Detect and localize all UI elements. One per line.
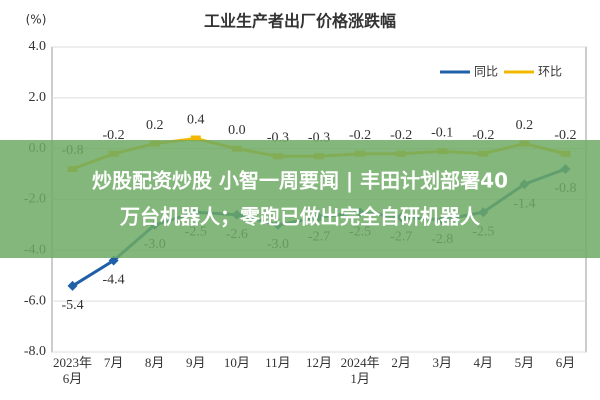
x-tick-label: 9月	[186, 355, 206, 370]
banner-text: 万台机器人；零跑已做出完全自研机器人	[119, 205, 481, 229]
data-label: -0.2	[554, 128, 576, 143]
y-tick-label: -6.0	[24, 293, 46, 308]
x-tick-label: 5月	[515, 355, 535, 370]
banner-text: 炒股配资炒股 小智一周要闻 | 丰田计划部署40	[92, 169, 508, 193]
y-tick-label: -8.0	[24, 344, 46, 359]
data-label: -0.2	[390, 128, 412, 143]
data-label: 0.2	[516, 118, 534, 133]
x-tick-label: 2024年 1月	[341, 355, 380, 386]
x-tick-label: 11月	[265, 355, 291, 370]
chart-title: 工业生产者出厂价格涨跌幅	[204, 12, 396, 31]
legend-label: 同比	[474, 65, 498, 79]
x-tick-label: 10月	[224, 355, 250, 370]
data-label: -5.4	[61, 298, 83, 313]
data-label: -0.2	[349, 128, 371, 143]
y-tick-label: 4.0	[29, 39, 47, 54]
data-label: -0.2	[103, 128, 125, 143]
overlay: 炒股配资炒股 小智一周要闻 | 丰田计划部署40 万台机器人；零跑已做出完全自研…	[0, 140, 600, 258]
data-point	[67, 280, 78, 291]
data-label: -0.2	[472, 128, 494, 143]
y-axis-label: (%)	[26, 13, 47, 27]
x-tick-label: 3月	[432, 355, 452, 370]
x-tick-label: 2023年 6月	[53, 355, 92, 386]
y-tick-label: 2.0	[29, 90, 47, 105]
data-label: -0.1	[431, 125, 453, 140]
banner	[0, 140, 600, 258]
x-tick-label: 12月	[306, 355, 332, 370]
data-label: 0.4	[187, 113, 205, 128]
x-tick-label: 6月	[556, 355, 576, 370]
x-tick-label: 8月	[145, 355, 165, 370]
data-label: -4.4	[103, 273, 125, 288]
data-point	[190, 135, 201, 142]
x-tick-label: 2月	[391, 355, 411, 370]
data-label: 0.2	[146, 118, 164, 133]
x-tick-label: 4月	[474, 355, 494, 370]
data-label: 0.0	[228, 123, 246, 138]
legend-label: 环比	[538, 65, 562, 79]
x-tick-label: 7月	[104, 355, 124, 370]
